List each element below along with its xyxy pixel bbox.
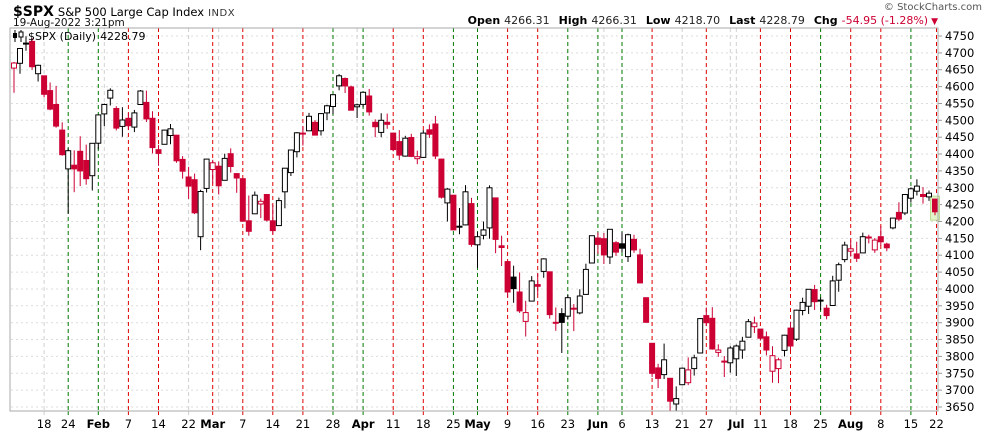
svg-text:18: 18 [416,417,431,431]
svg-text:3950: 3950 [945,299,974,313]
svg-text:Feb: Feb [87,417,110,431]
svg-text:8: 8 [877,417,884,431]
svg-text:3850: 3850 [945,333,974,347]
svg-text:4500: 4500 [945,113,974,127]
svg-text:18: 18 [37,417,52,431]
svg-text:4550: 4550 [945,97,974,111]
svg-text:Jul: Jul [727,417,744,431]
svg-text:25: 25 [813,417,828,431]
svg-text:Aug: Aug [838,417,863,431]
svg-text:16: 16 [530,417,545,431]
svg-text:3900: 3900 [945,316,974,330]
open-value: 4266.31 [504,14,550,27]
svg-text:4700: 4700 [945,46,974,60]
svg-text:4350: 4350 [945,164,974,178]
svg-text:11: 11 [386,417,401,431]
svg-text:21: 21 [675,417,690,431]
change-direction-down-icon: ▼ [931,17,938,27]
change-value: -54.95 (-1.28%) [841,14,929,27]
svg-text:3750: 3750 [945,366,974,380]
svg-text:4000: 4000 [945,282,974,296]
svg-text:25: 25 [446,417,461,431]
legend-label: $SPX (Daily) [28,30,97,43]
low-label: Low [645,14,671,27]
last-label: Last [729,14,756,27]
svg-text:4600: 4600 [945,80,974,94]
svg-text:28: 28 [326,417,341,431]
svg-text:4100: 4100 [945,248,974,262]
svg-text:4650: 4650 [945,63,974,77]
svg-text:4300: 4300 [945,181,974,195]
low-value: 4218.70 [674,14,721,27]
chart-datetime: 19-Aug-2022 3:21pm [13,17,125,29]
copyright: © StockCharts.com [883,2,982,13]
index-name: S&P 500 Large Cap Index [57,5,205,19]
last-value: 4228.79 [759,14,805,27]
svg-text:4250: 4250 [945,198,974,212]
svg-text:4450: 4450 [945,130,974,144]
svg-text:Apr: Apr [352,417,375,431]
svg-text:4400: 4400 [945,147,974,161]
quote-summary: Open 4266.31 High 4266.31 Low 4218.70 Last 4228… [468,14,938,27]
svg-text:23: 23 [560,417,575,431]
svg-text:11: 11 [753,417,768,431]
svg-text:3700: 3700 [945,383,974,397]
high-value: 4266.31 [591,14,637,27]
svg-text:4150: 4150 [945,231,974,245]
symbol: $SPX [13,4,54,20]
legend-value: 4228.79 [100,30,146,43]
series-legend: $SPX (Daily) 4228.79 [12,30,146,43]
chart-type-icon [13,30,24,42]
svg-text:3650: 3650 [945,400,974,414]
exchange-tag: INDX [208,8,236,19]
svg-text:13: 13 [645,417,660,431]
svg-text:4200: 4200 [945,215,974,229]
svg-text:22: 22 [181,417,196,431]
svg-text:14: 14 [151,417,166,431]
svg-text:21: 21 [296,417,311,431]
svg-text:7: 7 [239,417,246,431]
svg-text:Jun: Jun [587,417,609,431]
change-label: Chg [813,14,838,27]
svg-text:7: 7 [125,417,132,431]
svg-text:27: 27 [699,417,714,431]
svg-text:4050: 4050 [945,265,974,279]
svg-text:15: 15 [904,417,919,431]
svg-text:22: 22 [929,417,944,431]
svg-text:4750: 4750 [945,29,974,43]
svg-text:Mar: Mar [200,417,225,431]
svg-text:6: 6 [618,417,625,431]
svg-text:14: 14 [265,417,280,431]
svg-text:24: 24 [61,417,76,431]
svg-text:9: 9 [504,417,511,431]
svg-text:3800: 3800 [945,349,974,363]
high-label: High [558,14,588,27]
chart-title: $SPX S&P 500 Large Cap Index INDX [13,1,235,20]
svg-text:18: 18 [783,417,798,431]
open-label: Open [467,14,501,27]
svg-text:May: May [464,417,491,431]
